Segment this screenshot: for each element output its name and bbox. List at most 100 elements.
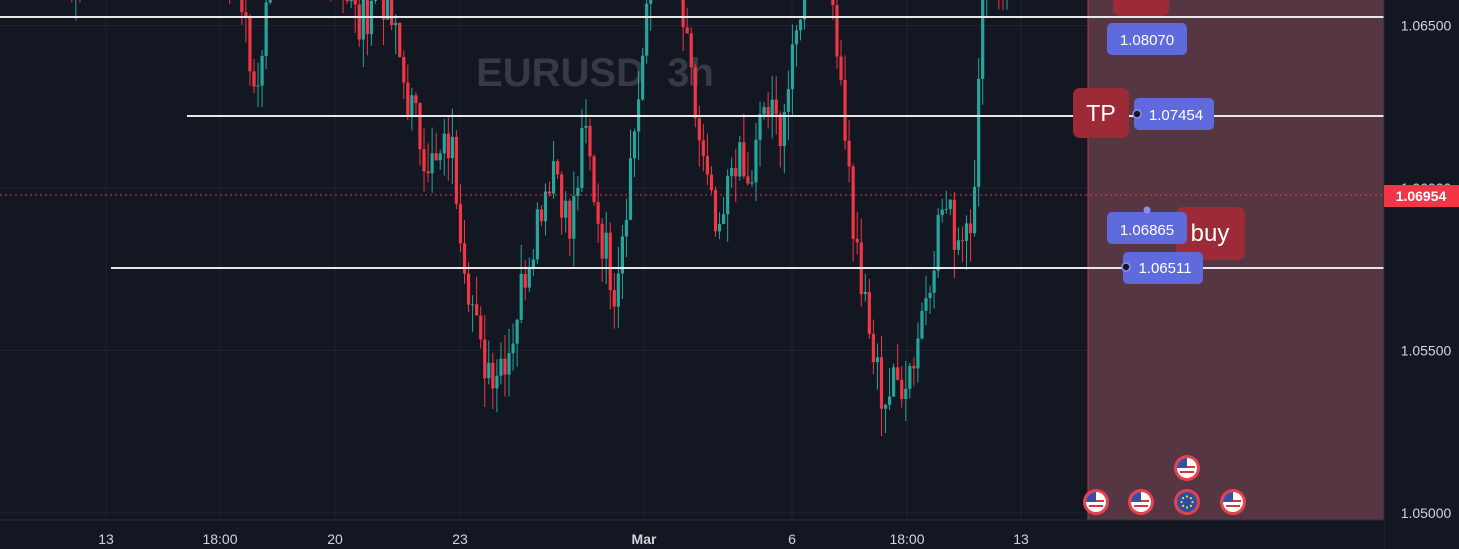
price-tick-label: 1.05500 bbox=[1401, 343, 1452, 359]
candle-body bbox=[697, 118, 701, 141]
candle-body bbox=[726, 175, 730, 215]
candle-body bbox=[709, 174, 714, 191]
us-flag-icon[interactable] bbox=[1174, 455, 1200, 481]
economic-events[interactable] bbox=[1083, 455, 1246, 515]
candle-body bbox=[770, 99, 774, 117]
time-axis-ticks: 13 18:00 20 23 Mar 6 18:00 13 bbox=[98, 531, 1029, 547]
candle-body bbox=[466, 273, 471, 305]
candle-body bbox=[738, 142, 742, 177]
candle-body bbox=[778, 114, 782, 147]
candle-body bbox=[418, 103, 422, 150]
candle-body bbox=[681, 0, 685, 28]
candle-body bbox=[450, 136, 454, 159]
candle-body bbox=[956, 240, 961, 250]
time-tick-label: 13 bbox=[98, 531, 114, 547]
buy-marker[interactable]: buy bbox=[1176, 207, 1245, 260]
candle-body bbox=[584, 125, 588, 128]
current-price-tag[interactable] bbox=[1384, 185, 1459, 207]
top-price-label[interactable]: 1.08070 bbox=[1107, 0, 1187, 55]
candle-body bbox=[932, 270, 936, 293]
candle-body bbox=[790, 44, 795, 90]
candle-body bbox=[515, 319, 519, 344]
candle-body bbox=[750, 182, 754, 184]
candle-body bbox=[843, 79, 847, 141]
candle-body bbox=[523, 273, 527, 288]
candle-body bbox=[410, 95, 414, 117]
tp-marker[interactable]: TP bbox=[1073, 88, 1129, 138]
candle-body bbox=[798, 19, 803, 31]
candle-body bbox=[940, 209, 944, 216]
candle-body bbox=[904, 388, 908, 399]
candle-body bbox=[867, 291, 871, 334]
time-tick-label: 13 bbox=[1013, 531, 1029, 547]
candle-body bbox=[519, 273, 523, 320]
candle-body bbox=[960, 240, 965, 242]
candle-body bbox=[499, 358, 503, 376]
candle-body bbox=[863, 291, 867, 295]
price-axis[interactable] bbox=[1384, 0, 1459, 549]
candle-body bbox=[588, 125, 592, 157]
candle-body bbox=[624, 219, 629, 237]
candle-body bbox=[511, 343, 515, 354]
candle-body bbox=[900, 379, 904, 399]
tp-price-text: 1.07454 bbox=[1149, 107, 1203, 124]
candle-body bbox=[689, 33, 693, 68]
candle-body bbox=[406, 82, 410, 117]
candle-body bbox=[742, 142, 746, 177]
us-flag-icon[interactable] bbox=[1083, 489, 1109, 515]
candle-body bbox=[592, 156, 596, 203]
candle-body bbox=[600, 223, 604, 259]
candle-body bbox=[564, 200, 568, 218]
candle-body bbox=[705, 156, 710, 175]
candle-body bbox=[385, 0, 390, 20]
candle-body bbox=[527, 268, 531, 288]
candle-body bbox=[628, 158, 633, 220]
candle-body bbox=[766, 107, 770, 117]
candle-body bbox=[426, 171, 430, 174]
candle-body bbox=[252, 71, 256, 87]
candle-body bbox=[896, 367, 900, 380]
candle-body bbox=[964, 223, 969, 241]
candle-body bbox=[361, 0, 365, 40]
candle-body bbox=[616, 273, 620, 307]
candle-body bbox=[547, 191, 552, 194]
candle-body bbox=[968, 223, 973, 234]
eu-flag-icon[interactable] bbox=[1174, 489, 1200, 515]
candle-body bbox=[612, 290, 616, 307]
sl-price-label[interactable]: 1.06511 bbox=[1121, 252, 1203, 284]
candle-body bbox=[892, 367, 896, 397]
us-flag-icon[interactable] bbox=[1128, 489, 1154, 515]
entry-price-label[interactable]: 1.06865 bbox=[1107, 206, 1187, 245]
us-flag-icon[interactable] bbox=[1220, 489, 1246, 515]
candle-body bbox=[495, 375, 499, 389]
candle-body bbox=[839, 56, 843, 80]
candle-body bbox=[462, 243, 467, 274]
tp-price-label[interactable]: 1.07454 bbox=[1132, 98, 1214, 130]
candle-body bbox=[802, 0, 807, 20]
candle-body bbox=[936, 215, 940, 271]
candle-body bbox=[847, 140, 851, 167]
candle-body bbox=[381, 0, 386, 20]
candle-body bbox=[422, 149, 426, 172]
candle-body bbox=[260, 55, 264, 86]
candle-body bbox=[883, 404, 888, 409]
candle-body bbox=[264, 2, 268, 56]
time-axis[interactable] bbox=[0, 520, 1384, 549]
candle-body bbox=[952, 199, 956, 250]
candle-body bbox=[879, 357, 884, 409]
candle-body bbox=[568, 200, 572, 239]
candle-body bbox=[244, 12, 248, 18]
tp-label: TP bbox=[1086, 100, 1115, 126]
candle-body bbox=[851, 166, 855, 239]
candle-body bbox=[256, 85, 260, 87]
candle-body bbox=[920, 310, 924, 339]
candle-body bbox=[774, 99, 778, 115]
candle-body bbox=[734, 167, 738, 177]
time-tick-label: 6 bbox=[788, 531, 796, 547]
candle-body bbox=[560, 174, 564, 218]
candle-body bbox=[604, 232, 608, 259]
candle-body bbox=[928, 292, 932, 299]
candle-body bbox=[912, 365, 916, 369]
candle-body bbox=[471, 304, 475, 306]
